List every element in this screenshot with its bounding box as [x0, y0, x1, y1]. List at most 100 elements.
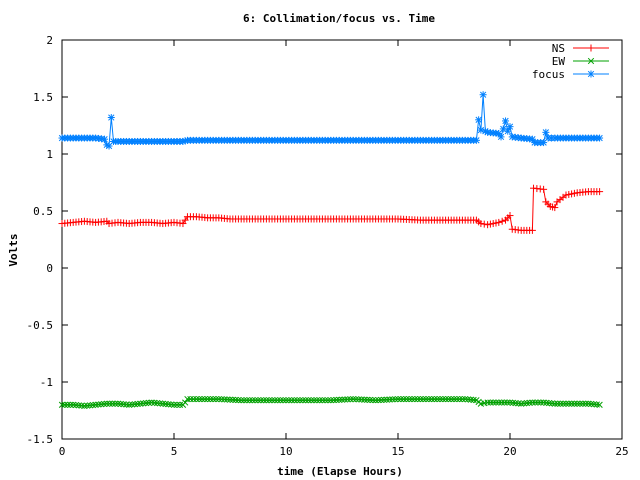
y-tick-label: 2 [46, 34, 53, 47]
point-marker [576, 400, 584, 407]
point-marker [313, 397, 320, 404]
y-axis-label: Volts [7, 233, 20, 266]
point-marker [243, 397, 250, 404]
point-marker [78, 134, 85, 142]
point-marker [257, 397, 264, 404]
x-tick-label: 10 [279, 445, 292, 458]
x-tick-label: 15 [391, 445, 404, 458]
point-marker [439, 395, 446, 403]
point-marker [235, 137, 242, 144]
point-marker [506, 399, 514, 406]
point-marker [462, 395, 469, 403]
point-marker [459, 395, 466, 403]
point-marker [75, 402, 82, 409]
point-marker [182, 399, 189, 406]
point-marker [358, 396, 365, 403]
point-marker [215, 395, 222, 403]
point-marker [201, 395, 208, 403]
series-ew [58, 395, 603, 410]
point-marker [420, 395, 427, 403]
point-marker [193, 395, 200, 403]
point-marker [554, 400, 561, 407]
point-marker [431, 395, 438, 403]
point-marker [226, 396, 234, 403]
point-marker [282, 397, 290, 404]
point-marker [196, 395, 203, 403]
y-tick-label: 1 [46, 148, 53, 161]
point-marker [406, 395, 413, 403]
point-marker [543, 399, 550, 406]
x-axis-label: time (Elapse Hours) [277, 465, 403, 478]
point-marker [72, 401, 80, 409]
point-marker [305, 397, 312, 404]
point-marker [212, 395, 220, 403]
point-marker [417, 395, 424, 403]
point-marker [548, 400, 556, 407]
point-marker [445, 395, 452, 403]
point-marker [380, 396, 388, 403]
point-marker [344, 396, 351, 403]
point-marker [464, 396, 472, 403]
series-line [61, 187, 600, 231]
point-marker [477, 126, 485, 134]
point-marker [487, 399, 494, 406]
point-marker [587, 57, 595, 65]
point-marker [176, 138, 184, 145]
point-marker [210, 395, 217, 403]
point-marker [156, 400, 164, 407]
point-marker [246, 397, 253, 404]
point-marker [266, 397, 273, 404]
point-marker [456, 395, 463, 403]
point-marker [551, 400, 558, 407]
point-marker [240, 397, 248, 404]
point-marker [165, 401, 172, 408]
point-marker [383, 396, 390, 403]
point-marker [587, 70, 595, 78]
point-marker [492, 130, 500, 137]
point-marker [498, 399, 505, 406]
x-tick-label: 20 [503, 445, 516, 458]
point-marker [501, 399, 508, 406]
point-marker [593, 401, 600, 408]
point-marker [324, 397, 332, 404]
point-marker [448, 395, 455, 403]
point-marker [414, 395, 421, 403]
point-marker [249, 397, 256, 404]
point-marker [232, 396, 239, 404]
point-marker [534, 399, 542, 406]
point-marker [408, 395, 416, 403]
point-marker [58, 401, 66, 408]
point-marker [361, 396, 368, 403]
point-marker [184, 395, 191, 403]
point-marker [162, 400, 169, 408]
point-marker [490, 399, 497, 406]
point-marker [526, 399, 533, 406]
point-marker [112, 138, 119, 145]
point-marker [392, 396, 399, 403]
point-marker [296, 397, 304, 404]
point-marker [123, 138, 130, 145]
point-marker [235, 396, 242, 404]
plot-area [58, 91, 604, 410]
point-marker [61, 401, 68, 408]
point-marker [588, 400, 595, 408]
point-marker [302, 137, 309, 144]
point-marker [366, 396, 374, 404]
point-marker [170, 401, 178, 408]
point-marker [434, 395, 441, 403]
point-marker [299, 397, 306, 404]
x-tick-label: 0 [59, 445, 66, 458]
point-marker [436, 395, 444, 403]
point-marker [338, 396, 346, 403]
point-marker [562, 400, 570, 407]
point-marker [394, 395, 402, 403]
point-marker [372, 397, 379, 404]
point-marker [145, 138, 152, 145]
point-marker [369, 396, 376, 404]
point-marker [123, 401, 130, 408]
point-marker [159, 400, 166, 407]
point-marker [190, 137, 197, 144]
y-tick-label: 0 [46, 262, 53, 275]
point-marker [156, 138, 164, 145]
